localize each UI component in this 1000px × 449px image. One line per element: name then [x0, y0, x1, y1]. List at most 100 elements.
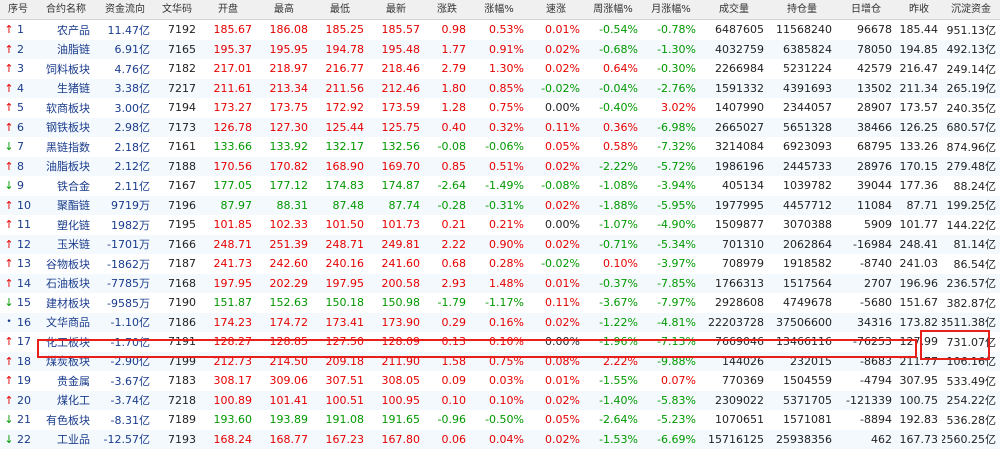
cell-name[interactable]: 黑链指数	[46, 140, 90, 154]
header-oichg[interactable]: 日增仓	[851, 4, 881, 15]
cell-open: 193.60	[213, 413, 253, 426]
table-row[interactable]: ↑ 18 煤炭板块 -2.90亿 7199 212.73 214.50 209.18 211.9…	[0, 351, 1000, 371]
cell-name[interactable]: 塑化链	[57, 218, 90, 232]
table-row[interactable]: ↑ 1 农产品 11.47亿 7192 185.67 186.08 185.25 185.57 0…	[0, 20, 1000, 39]
table-row[interactable]: ↑ 3 饲料板块 4.76亿 7182 217.01 218.97 216.77 218.46 2…	[0, 59, 1000, 78]
table-row[interactable]: ↑ 14 石油板块 -7785万 7168 197.95 202.29 197.95 200.5…	[0, 273, 1000, 293]
table-row[interactable]: ↓ 7 黑链指数 2.18亿 7161 133.66 133.92 132.17 132.56 -…	[0, 137, 1000, 156]
cell-vol: 6487605	[715, 23, 764, 36]
header-vol[interactable]: 成交量	[719, 4, 749, 15]
cell-name[interactable]: 煤炭板块	[46, 355, 90, 368]
arrow-up-icon: ↑	[4, 198, 14, 212]
cell-seq: ↑ 19	[0, 371, 36, 390]
header-open[interactable]: 开盘	[218, 4, 238, 15]
cell-vol: 708979	[722, 257, 764, 270]
row-number: 15	[17, 296, 31, 309]
cell-speed: 0.08%	[545, 354, 580, 368]
cell-oichg: 34316	[857, 315, 892, 329]
table-row[interactable]: ↓ 22 工业品 -12.57亿 7193 168.24 168.77 167.23 167.8…	[0, 429, 1000, 449]
cell-last: 174.87	[381, 179, 421, 192]
header-name[interactable]: 合约名称	[46, 4, 86, 15]
cell-name[interactable]: 铁合金	[57, 179, 90, 193]
cell-code: 7191	[168, 335, 196, 348]
table-row[interactable]: ↑ 20 煤化工 -3.74亿 7218 100.89 101.41 100.51 100.95…	[0, 390, 1000, 410]
cell-oi: 1039782	[783, 179, 832, 192]
header-pct[interactable]: 涨幅%	[484, 4, 514, 15]
cell-vol: 1591332	[715, 81, 764, 95]
cell-name[interactable]: 油脂链	[57, 43, 90, 56]
header-speed[interactable]: 速涨	[546, 4, 566, 15]
header-code[interactable]: 文华码	[162, 4, 192, 15]
cell-name[interactable]: 油脂板块	[46, 160, 90, 173]
cell-oichg: 28976	[857, 159, 892, 173]
cell-name[interactable]: 有色板块	[46, 413, 90, 427]
header-fund[interactable]: 沉淀资金	[951, 4, 991, 15]
cell-vol: 2309022	[715, 393, 764, 407]
header-prev[interactable]: 昨收	[909, 4, 929, 15]
table-row[interactable]: ↑ 8 油脂板块 2.12亿 7188 170.56 170.82 168.90 169.70 0…	[0, 156, 1000, 176]
cell-seq: ↓ 22	[0, 430, 36, 449]
table-row[interactable]: ↑ 12 玉米链 -1701万 7166 248.71 251.39 248.71 249.81…	[0, 234, 1000, 254]
arrow-up-icon: ↑	[4, 374, 14, 387]
header-seq[interactable]: 序号	[8, 4, 28, 15]
cell-name[interactable]: 生猪链	[57, 82, 90, 95]
cell-chg: 2.93	[441, 276, 467, 290]
table-row[interactable]: ↓ 9 铁合金 2.11亿 7167 177.05 177.12 174.83 174.87 -2…	[0, 176, 1000, 195]
cell-oi: 5651328	[783, 120, 832, 134]
table-row[interactable]: ↑ 17 化工板块 -1.70亿 7191 128.27 128.85 127.50 128.0…	[0, 332, 1000, 351]
cell-high: 195.95	[269, 42, 309, 56]
cell-flow: 6.91亿	[114, 43, 151, 56]
cell-month: -7.85%	[657, 276, 696, 290]
header-high[interactable]: 最高	[274, 4, 294, 15]
cell-name[interactable]: 煤化工	[57, 394, 90, 407]
cell-name[interactable]: 建材板块	[46, 296, 90, 310]
cell-month: 0.07%	[661, 374, 696, 387]
cell-prev: 241.03	[899, 257, 939, 270]
cell-last: 249.81	[381, 237, 421, 251]
cell-name[interactable]: 聚酯链	[57, 199, 90, 212]
cell-oichg: 5909	[864, 218, 892, 231]
table-row[interactable]: • 16 文华商品 -1.10亿 7186 174.23 174.72 173.41 173.9…	[0, 312, 1000, 332]
cell-open: 248.71	[213, 237, 253, 251]
row-number: 14	[17, 276, 31, 290]
row-number: 10	[17, 198, 31, 212]
table-row[interactable]: ↑ 10 聚酯链 9719万 7196 87.97 88.31 87.48 87.74 -0.28…	[0, 195, 1000, 215]
table-row[interactable]: ↑ 19 贵金属 -3.67亿 7183 308.17 309.06 307.51 308.05…	[0, 371, 1000, 390]
cell-open: 177.05	[213, 179, 253, 192]
arrow-up-icon: ↑	[4, 218, 14, 231]
cell-name[interactable]: 玉米链	[57, 238, 90, 251]
header-flow[interactable]: 资金流向	[105, 4, 145, 15]
arrow-down-icon: ↓	[4, 432, 14, 446]
table-row[interactable]: ↓ 15 建材板块 -9585万 7190 151.87 152.63 150.18 150.9…	[0, 293, 1000, 312]
cell-oichg: 462	[871, 432, 892, 446]
cell-chg: -0.08	[437, 140, 466, 153]
header-week[interactable]: 周涨幅%	[593, 4, 633, 15]
cell-name[interactable]: 农产品	[57, 23, 90, 37]
header-last[interactable]: 最新	[386, 4, 406, 15]
cell-prev: 173.57	[899, 101, 939, 114]
cell-high: 202.29	[269, 276, 309, 290]
cell-name[interactable]: 饲料板块	[46, 62, 90, 76]
table-row[interactable]: ↑ 2 油脂链 6.91亿 7165 195.37 195.95 194.78 195.48 1.…	[0, 39, 1000, 59]
table-row[interactable]: ↑ 6 钢铁板块 2.98亿 7173 126.78 127.30 125.44 125.75 0…	[0, 117, 1000, 137]
table-row[interactable]: ↑ 13 谷物板块 -1862万 7187 241.73 242.60 240.16 241.6…	[0, 254, 1000, 273]
cell-low: 168.90	[325, 159, 365, 173]
cell-code: 7190	[168, 296, 196, 309]
cell-name[interactable]: 谷物板块	[46, 257, 90, 271]
header-oi[interactable]: 持仓量	[787, 4, 817, 15]
cell-name[interactable]: 软商板块	[46, 101, 90, 115]
header-month[interactable]: 月涨幅%	[651, 4, 691, 15]
table-row[interactable]: ↑ 11 塑化链 1982万 7195 101.85 102.33 101.50 101.73 0…	[0, 215, 1000, 234]
cell-name[interactable]: 石油板块	[46, 277, 90, 290]
cell-name[interactable]: 钢铁板块	[46, 121, 90, 134]
table-row[interactable]: ↑ 5 软商板块 3.00亿 7194 173.27 173.75 172.92 173.59 1…	[0, 98, 1000, 117]
cell-name[interactable]: 工业品	[57, 433, 90, 446]
cell-name[interactable]: 贵金属	[57, 374, 90, 388]
header-low[interactable]: 最低	[330, 4, 350, 15]
header-chg[interactable]: 涨跌	[437, 4, 457, 15]
cell-chg: 2.22	[441, 237, 467, 251]
cell-name[interactable]: 文华商品	[46, 316, 90, 329]
cell-name[interactable]: 化工板块	[46, 335, 90, 349]
table-row[interactable]: ↓ 21 有色板块 -8.31亿 7189 193.60 193.89 191.08 191.6…	[0, 410, 1000, 429]
table-row[interactable]: ↑ 4 生猪链 3.38亿 7217 211.61 213.34 211.56 212.46 1.…	[0, 78, 1000, 98]
